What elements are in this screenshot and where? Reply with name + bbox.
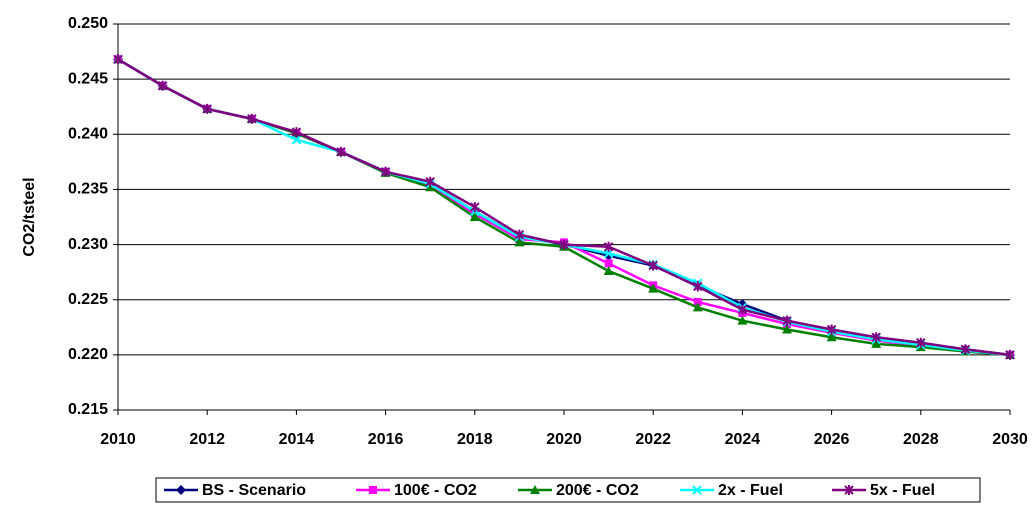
series-line <box>117 58 1011 357</box>
marker <box>782 315 792 326</box>
marker <box>871 338 882 348</box>
marker <box>604 259 613 268</box>
legend-label: 2x - Fuel <box>718 482 783 499</box>
legend-label: 200€ - CO2 <box>556 482 639 499</box>
x-tick-label: 2014 <box>279 431 315 448</box>
legend-marker <box>530 485 540 494</box>
y-tick-label: 0.250 <box>68 15 108 32</box>
marker <box>336 146 346 157</box>
marker <box>469 212 480 221</box>
y-tick-label: 0.215 <box>68 401 108 418</box>
marker <box>603 241 614 252</box>
marker <box>960 344 971 355</box>
marker <box>648 260 658 271</box>
marker <box>291 127 302 138</box>
marker <box>202 103 212 114</box>
marker <box>425 176 435 187</box>
y-tick-label: 0.240 <box>68 126 108 143</box>
marker <box>113 54 123 65</box>
y-tick-label: 0.225 <box>68 291 108 308</box>
y-tick-label: 0.230 <box>68 236 108 253</box>
y-tick-label: 0.245 <box>68 70 108 87</box>
legend-label: 100€ - CO2 <box>394 482 477 499</box>
legend-label: BS - Scenario <box>202 482 306 499</box>
x-tick-label: 2016 <box>368 431 404 448</box>
marker <box>916 337 926 348</box>
marker <box>871 332 881 343</box>
marker <box>693 281 703 292</box>
series-line <box>117 58 1011 357</box>
marker <box>648 283 659 293</box>
marker <box>425 182 436 192</box>
marker <box>514 237 525 247</box>
series-line <box>117 58 1011 357</box>
y-tick-label: 0.235 <box>68 181 108 198</box>
marker <box>693 297 702 306</box>
x-tick-label: 2022 <box>635 431 671 448</box>
y-tick-label: 0.220 <box>68 346 108 363</box>
marker <box>157 80 168 91</box>
marker <box>826 332 837 342</box>
marker <box>291 135 302 145</box>
x-tick-label: 2024 <box>725 431 761 448</box>
marker <box>782 324 792 334</box>
marker <box>470 202 480 213</box>
x-tick-label: 2026 <box>814 431 850 448</box>
legend-marker <box>692 485 702 495</box>
marker <box>692 302 703 312</box>
legend-label: 5x - Fuel <box>870 482 935 499</box>
marker <box>826 324 837 335</box>
x-tick-label: 2018 <box>457 431 493 448</box>
legend-marker <box>369 486 377 494</box>
y-axis-label: CO2/tsteel <box>21 177 38 256</box>
marker <box>380 166 391 177</box>
marker <box>514 229 525 240</box>
x-tick-label: 2010 <box>100 431 136 448</box>
legend-marker <box>844 485 854 495</box>
marker <box>1005 349 1015 360</box>
x-tick-label: 2030 <box>992 431 1028 448</box>
marker <box>737 304 748 315</box>
marker <box>247 113 257 124</box>
marker <box>559 239 569 250</box>
series-line <box>117 58 1011 357</box>
x-tick-label: 2028 <box>903 431 939 448</box>
x-tick-label: 2020 <box>546 431 582 448</box>
marker <box>603 266 614 276</box>
marker <box>737 315 748 325</box>
x-tick-label: 2012 <box>189 431 225 448</box>
legend-marker <box>176 485 186 495</box>
series-line <box>117 58 1011 357</box>
